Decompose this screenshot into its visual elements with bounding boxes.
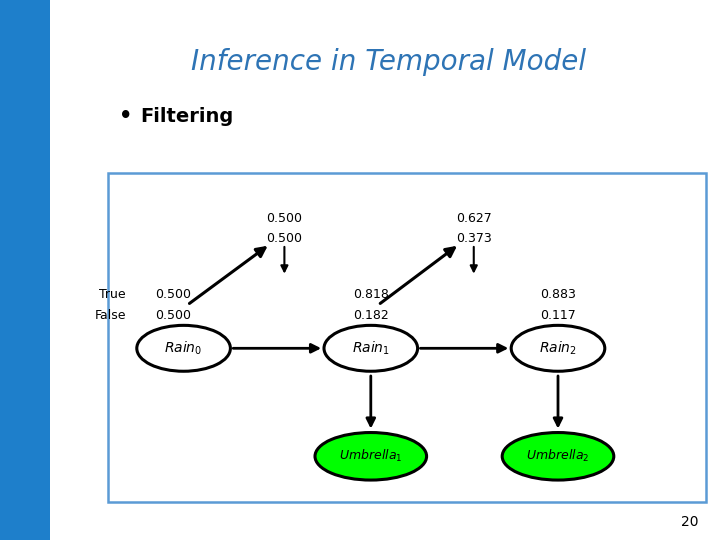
Text: 0.117: 0.117 [540,309,576,322]
Text: Inference in Temporal Model: Inference in Temporal Model [192,48,586,76]
Text: $Rain_{2}$: $Rain_{2}$ [539,340,577,357]
Text: 0.373: 0.373 [456,232,492,245]
Text: 0.818: 0.818 [353,288,389,301]
Ellipse shape [315,433,426,480]
Text: •: • [119,106,132,126]
Text: False: False [94,309,126,322]
Text: 0.627: 0.627 [456,212,492,225]
Ellipse shape [137,325,230,372]
Text: 0.500: 0.500 [155,309,191,322]
Text: 20: 20 [681,515,698,529]
Text: Filtering: Filtering [140,106,234,126]
Text: $Umbrella_{1}$: $Umbrella_{1}$ [339,448,402,464]
Text: $Rain_{0}$: $Rain_{0}$ [164,340,203,357]
Text: $Umbrella_{2}$: $Umbrella_{2}$ [526,448,590,464]
Text: 0.500: 0.500 [155,288,191,301]
Text: $Rain_{1}$: $Rain_{1}$ [352,340,390,357]
FancyBboxPatch shape [108,173,706,502]
Ellipse shape [511,325,605,372]
Ellipse shape [503,433,613,480]
Text: True: True [99,288,126,301]
Text: 0.883: 0.883 [540,288,576,301]
Text: 0.500: 0.500 [266,212,302,225]
Text: 0.182: 0.182 [353,309,389,322]
Ellipse shape [324,325,418,372]
Bar [0,0,50,540]
Text: 0.500: 0.500 [266,232,302,245]
